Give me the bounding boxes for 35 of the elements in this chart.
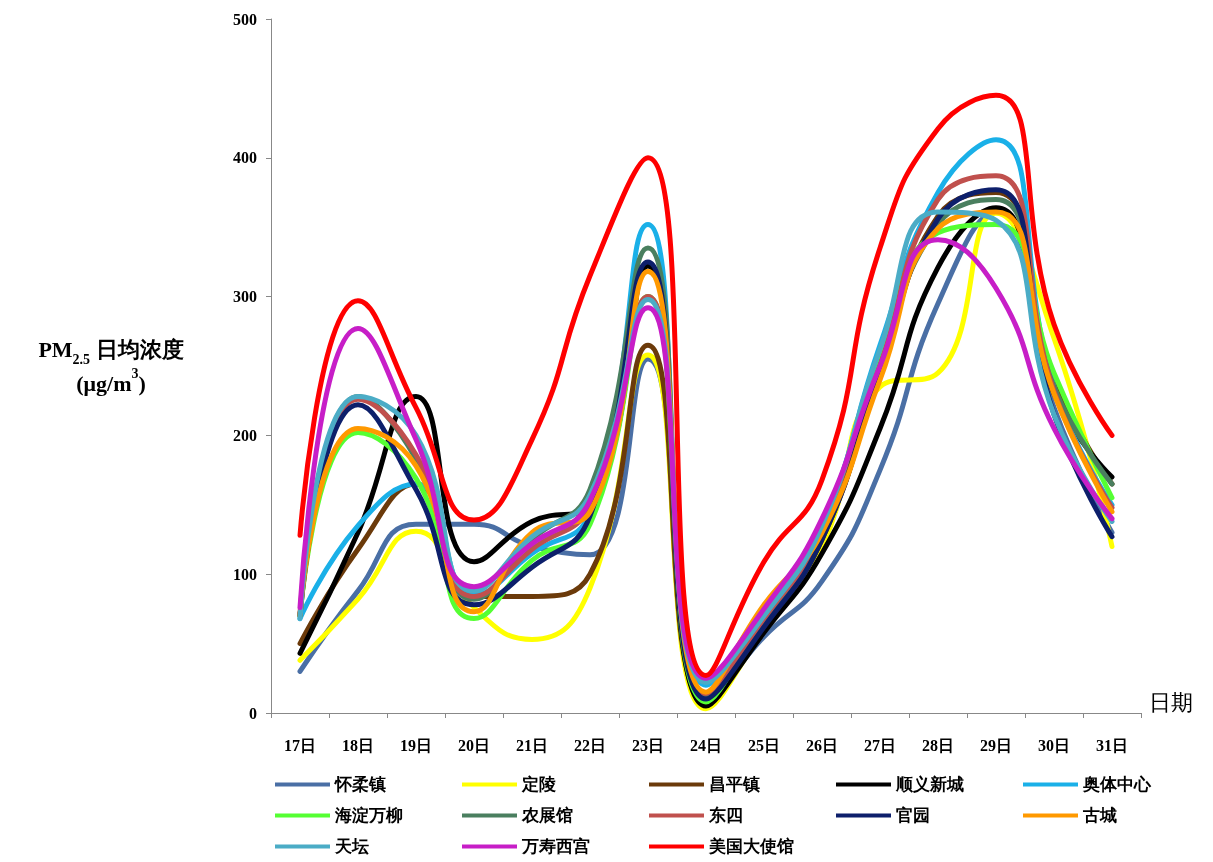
- legend-label: 顺义新城: [895, 775, 964, 794]
- x-tick-label: 31日: [1096, 736, 1128, 754]
- legend-label: 天坛: [334, 837, 369, 856]
- x-tick-label: 24日: [690, 736, 722, 754]
- y-tick-label: 300: [233, 288, 257, 306]
- x-tick-label: 18日: [342, 736, 374, 754]
- legend-label: 美国大使馆: [708, 837, 794, 856]
- legend-label: 怀柔镇: [334, 775, 386, 794]
- x-tick-label: 25日: [748, 736, 780, 754]
- x-tick-label: 30日: [1038, 736, 1070, 754]
- x-tick-label: 28日: [922, 736, 954, 754]
- legend-label: 奥体中心: [1082, 775, 1152, 794]
- x-tick-label: 26日: [806, 736, 838, 754]
- legend-label: 海淀万柳: [334, 806, 403, 825]
- y-tick-label: 200: [233, 426, 257, 444]
- x-tick-label: 22日: [574, 736, 606, 754]
- y-tick-label: 500: [233, 10, 257, 28]
- y-tick-label: 400: [233, 149, 257, 167]
- legend-label: 古城: [1082, 806, 1117, 825]
- x-tick-label: 19日: [400, 736, 432, 754]
- x-tick-label: 23日: [632, 736, 664, 754]
- x-tick-label: 29日: [980, 736, 1012, 754]
- legend-label: 昌平镇: [709, 775, 760, 794]
- legend-label: 万寿西宫: [521, 837, 590, 856]
- y-tick-label: 0: [249, 704, 257, 722]
- x-tick-label: 20日: [458, 736, 490, 754]
- legend-label: 农展馆: [521, 806, 573, 825]
- x-tick-label: 27日: [864, 736, 896, 754]
- x-tick-label: 21日: [516, 736, 548, 754]
- legend-label: 官园: [896, 806, 930, 825]
- x-tick-label: 17日: [284, 736, 316, 754]
- x-axis-title: 日期: [1149, 689, 1193, 715]
- y-tick-label: 100: [233, 565, 257, 583]
- legend-label: 东四: [708, 806, 743, 825]
- legend-label: 定陵: [521, 775, 556, 794]
